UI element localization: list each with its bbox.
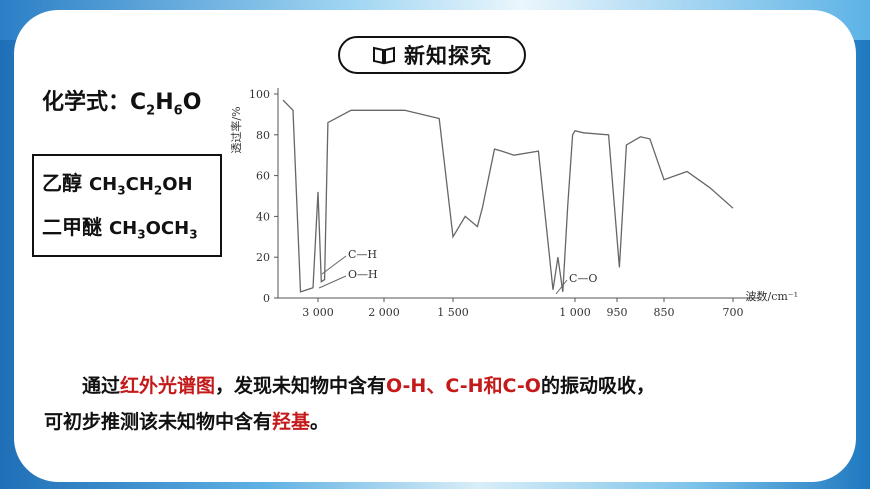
highlight-hydroxyl: 羟基: [272, 411, 311, 433]
annotation-o-h: O—H: [348, 268, 378, 281]
x-tick-label: 2 000: [368, 306, 400, 319]
annotation-c-o-pointer: [555, 279, 568, 295]
section-title-pill: 新知探究: [338, 36, 526, 74]
section-title: 新知探究: [404, 44, 492, 68]
y-axis-label: 透过率/%: [229, 106, 243, 153]
x-tick-label: 700: [723, 306, 744, 319]
highlight-ir-spectrum: 红外光谱图: [120, 375, 216, 397]
chemical-formula: 化学式：C2H6O: [42, 90, 202, 119]
conclusion-line-1: 通过红外光谱图，发现未知物中含有O-H、C-H和C-O的振动吸收，: [82, 375, 655, 397]
y-tick-label: 100: [249, 88, 270, 101]
conclusion-paragraph: 通过红外光谱图，发现未知物中含有O-H、C-H和C-O的振动吸收， 可初步推测该…: [44, 368, 834, 440]
y-tick-label: 40: [256, 210, 270, 223]
highlight-bonds: O-H、C-H和C-O: [386, 375, 541, 397]
y-tick-label: 60: [256, 170, 270, 183]
annotation-c-h-pointer: [321, 255, 347, 275]
annotation-o-h-pointer: [318, 275, 347, 289]
annotation-c-h: C—H: [348, 248, 377, 261]
y-tick-label: 20: [256, 251, 270, 264]
open-book-icon: [373, 46, 395, 65]
y-tick-label: 80: [256, 129, 270, 142]
x-axis-label: 波数/cm⁻¹: [745, 290, 798, 303]
spectrum-line: [282, 99, 734, 293]
x-tick-label: 1 000: [559, 306, 591, 319]
conclusion-line-2: 可初步推测该未知物中含有羟基。: [44, 411, 330, 433]
annotation-c-o: C—O: [569, 272, 597, 285]
compound-ethanol: 乙醇 CH3CH2OH: [42, 171, 193, 198]
x-tick-label: 950: [607, 306, 628, 319]
ir-spectrum-chart: 0 20 40 60 80 100 3 000 2 000 1 500 1 000 950 850 70…: [229, 88, 798, 319]
x-tick-label: 850: [654, 306, 675, 319]
x-tick-label: 3 000: [302, 306, 334, 319]
content-card: [14, 10, 856, 482]
compound-dimethyl-ether: 二甲醚 CH3OCH3: [42, 215, 198, 242]
y-tick-label: 0: [263, 292, 270, 305]
compound-candidates-box: 乙醇 CH3CH2OH 二甲醚 CH3OCH3: [32, 154, 222, 257]
x-tick-label: 1 500: [437, 306, 469, 319]
